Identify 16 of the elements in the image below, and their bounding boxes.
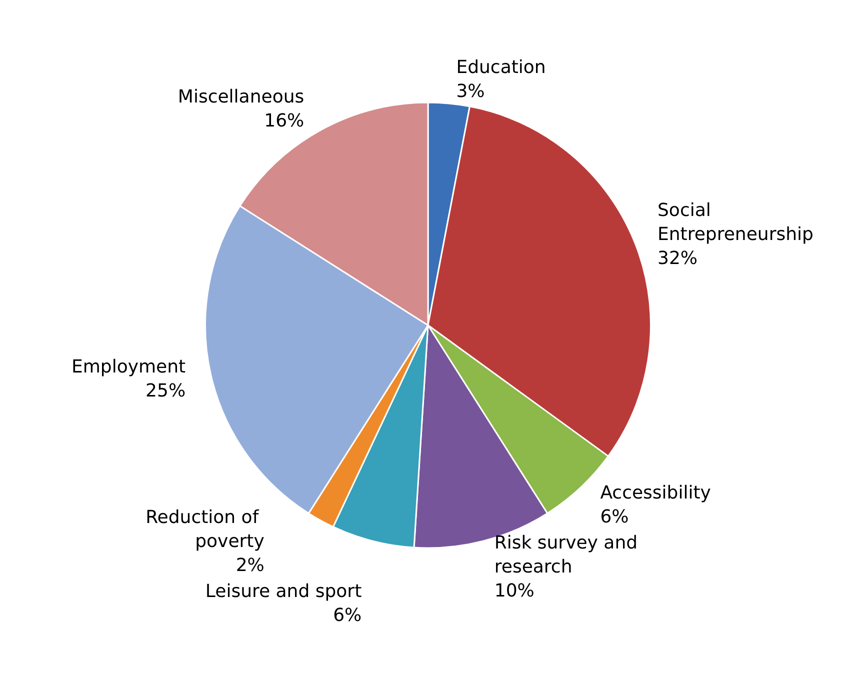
slice-label: Leisure and sport (205, 580, 362, 602)
slice-label: Accessibility (600, 482, 712, 504)
data-label: 3% (456, 81, 485, 102)
data-label: 2% (236, 554, 264, 576)
slice-label: Risk survey and research (494, 532, 644, 578)
data-label: 32% (658, 248, 698, 269)
data-label: 16% (264, 110, 304, 132)
data-label: 6% (600, 506, 629, 528)
slice-label: Miscellaneous (178, 86, 304, 108)
slice-label: Reduction of poverty (146, 506, 265, 552)
slice-label: Social Entrepreneurship (658, 200, 814, 245)
data-label: 6% (333, 604, 362, 626)
slice-label: Education (456, 57, 546, 78)
data-label: 25% (146, 380, 186, 402)
slice-label: Employment (71, 356, 186, 378)
data-label: 10% (494, 580, 534, 602)
